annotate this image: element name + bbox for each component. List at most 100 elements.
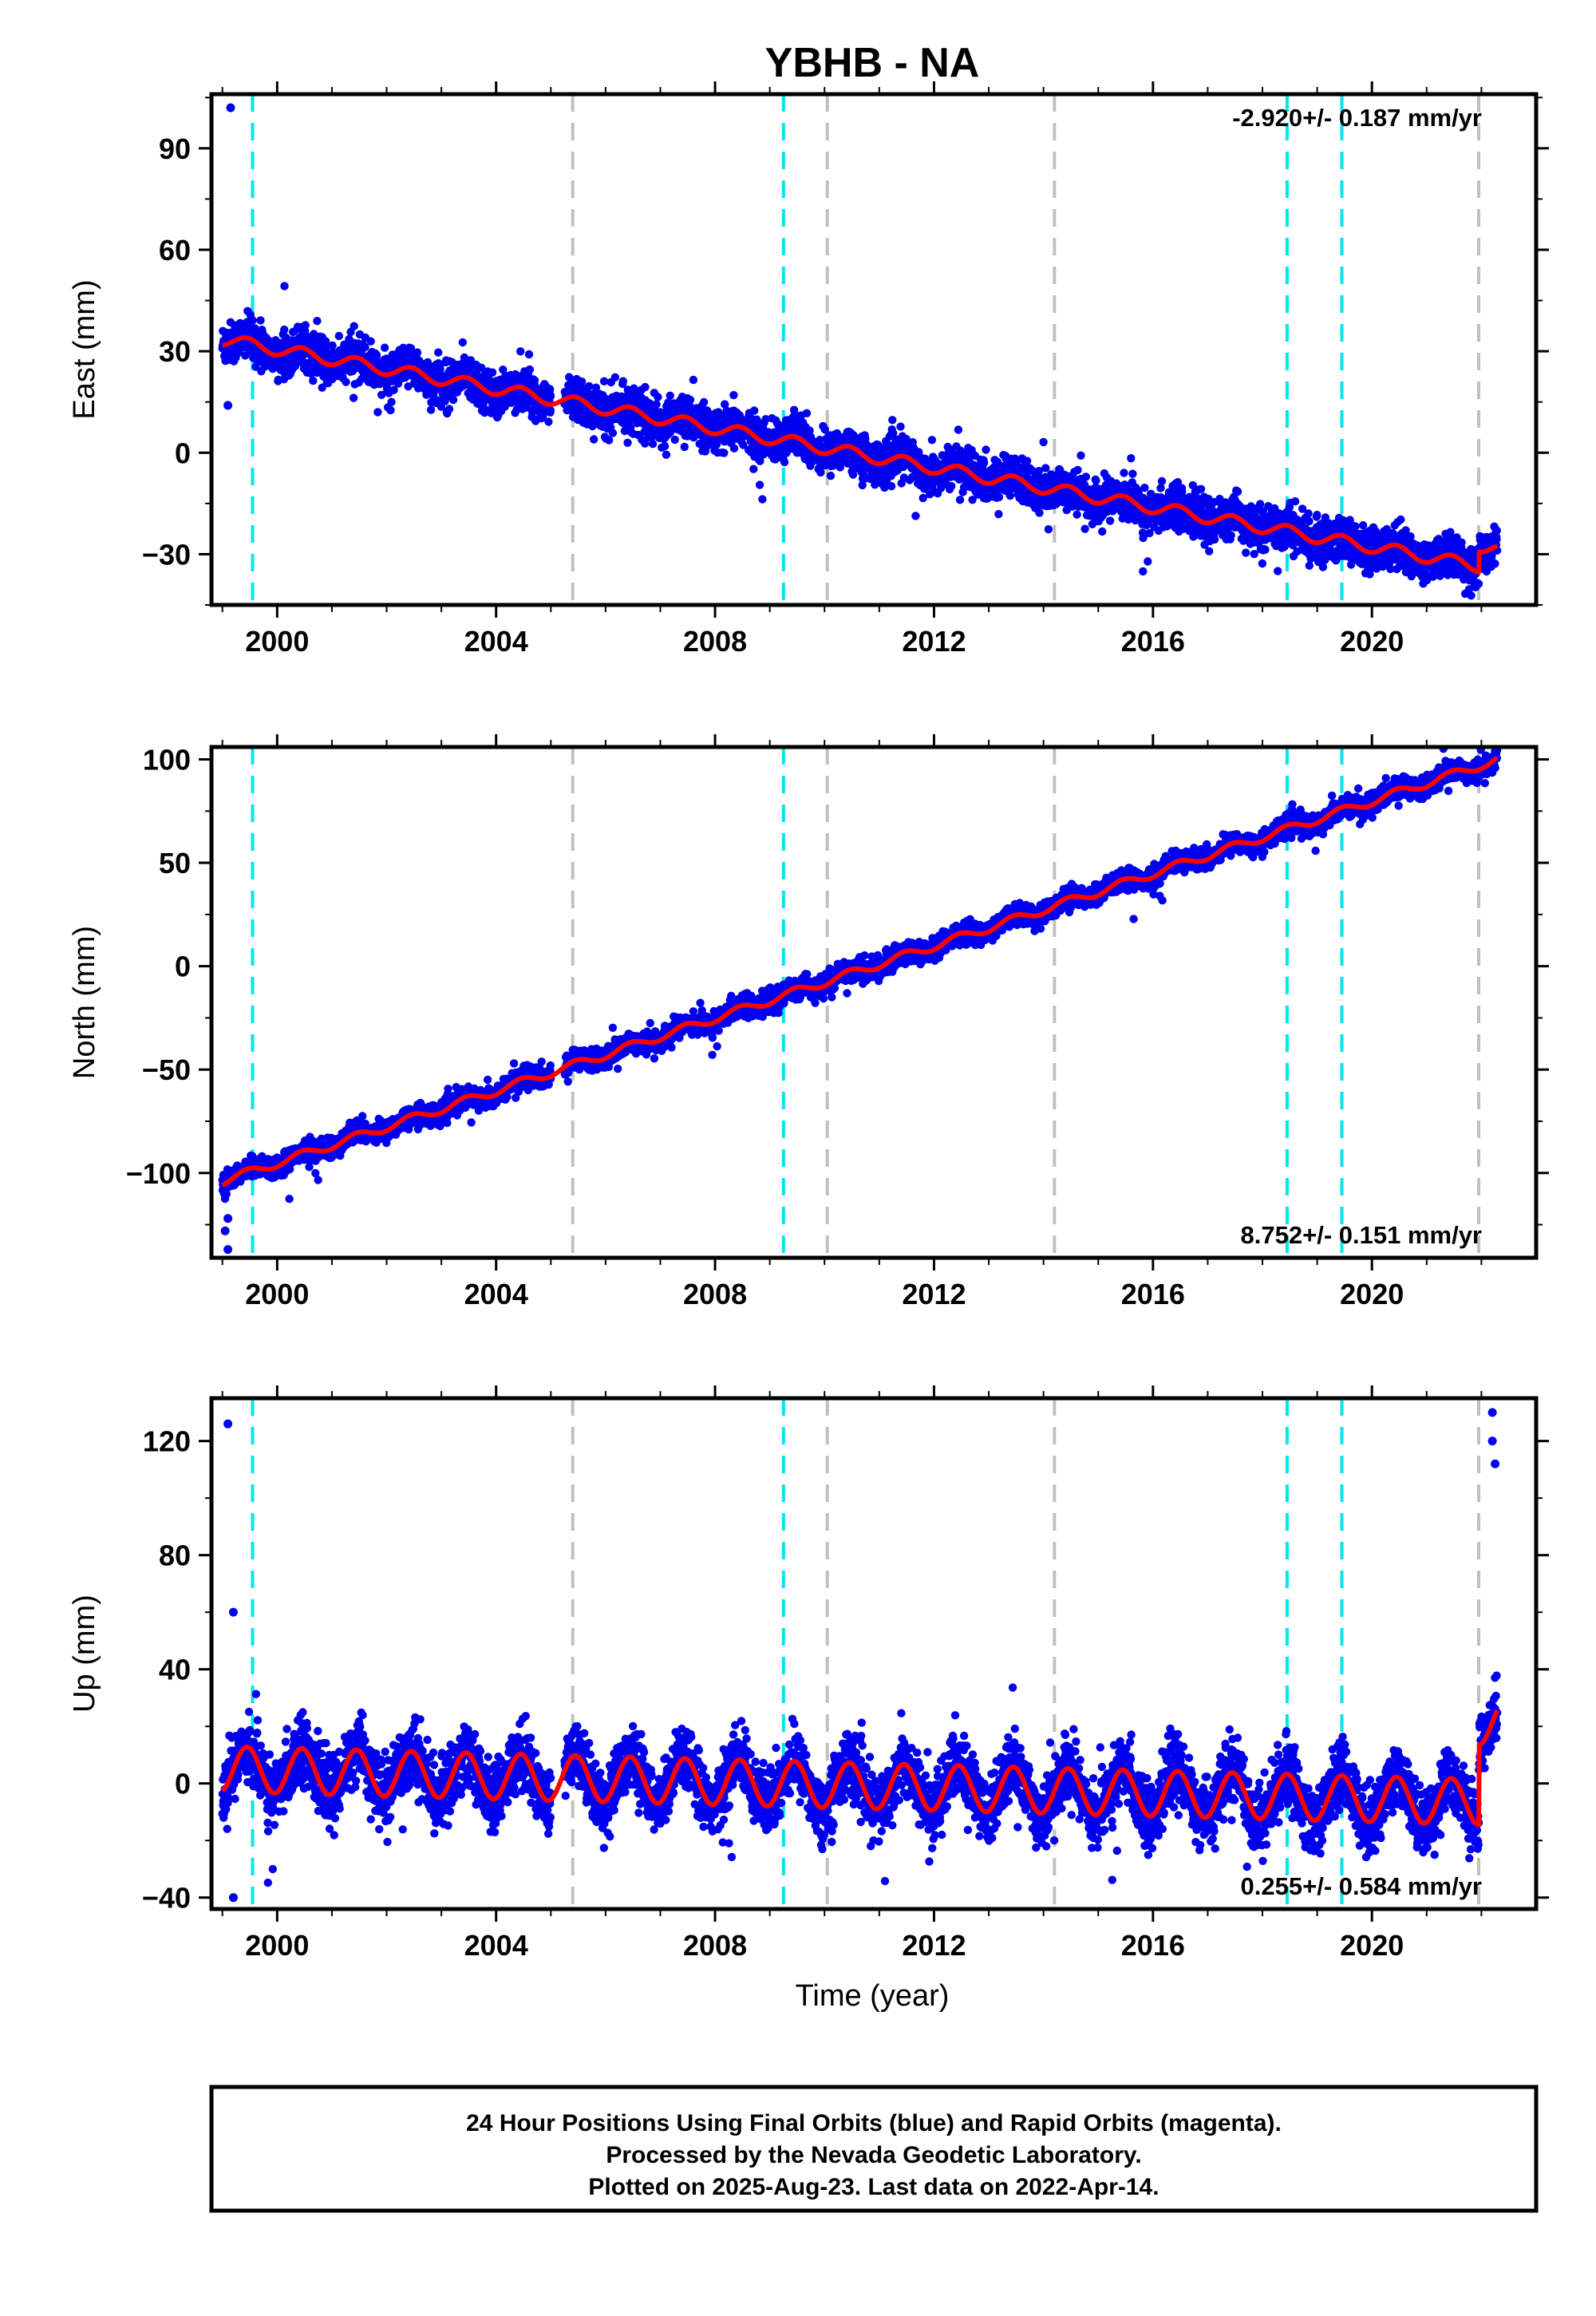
data-point: [1120, 468, 1128, 477]
data-point: [1140, 484, 1149, 492]
data-point: [488, 368, 497, 377]
data-point: [248, 316, 257, 325]
data-point: [654, 393, 662, 401]
data-point: [666, 391, 674, 400]
data-point: [618, 377, 627, 385]
data-point: [1205, 547, 1214, 555]
data-point: [328, 341, 337, 350]
data-point: [1290, 497, 1300, 506]
data-point: [577, 377, 587, 386]
data-point: [1227, 531, 1235, 539]
data-point: [848, 470, 858, 479]
data-point: [499, 366, 508, 374]
data-point: [393, 379, 403, 388]
data-point: [1196, 484, 1206, 493]
data-point: [546, 392, 555, 401]
data-point: [1005, 491, 1015, 500]
data-point: [685, 395, 695, 405]
data-point: [1304, 509, 1313, 518]
data-point: [689, 375, 698, 385]
data-point: [377, 390, 386, 399]
data-point: [1305, 561, 1314, 570]
data-point: [460, 353, 469, 362]
data-point: [911, 512, 920, 520]
data-point: [389, 385, 398, 394]
data-point: [380, 343, 389, 352]
data-point: [1105, 516, 1115, 525]
data-point: [947, 481, 956, 491]
data-point: [401, 373, 410, 382]
data-point: [1127, 454, 1136, 463]
data-point: [982, 445, 990, 454]
data-point: [780, 457, 789, 467]
data-point: [641, 382, 650, 392]
data-point: [994, 510, 1003, 519]
data-point: [712, 440, 721, 449]
data-point: [623, 438, 632, 447]
data-point: [604, 436, 614, 445]
data-point: [979, 458, 989, 467]
data-point: [1396, 515, 1405, 524]
data-point: [1157, 476, 1167, 486]
data-point: [805, 426, 814, 435]
data-point: [648, 440, 658, 449]
data-point: [251, 324, 259, 333]
data-point: [670, 435, 679, 445]
data-point: [1144, 557, 1152, 566]
data-point: [1092, 476, 1100, 485]
data-point: [749, 464, 758, 473]
data-point: [896, 422, 905, 431]
data-point: [477, 363, 486, 372]
data-point: [1035, 508, 1044, 517]
data-point: [1305, 517, 1314, 526]
data-point: [858, 480, 867, 490]
data-point: [1039, 437, 1048, 447]
data-point: [704, 408, 713, 417]
data-point: [927, 436, 937, 445]
data-point: [1128, 469, 1137, 478]
data-point: [816, 468, 825, 477]
data-point: [954, 425, 963, 434]
data-point: [342, 377, 350, 386]
data-point: [444, 405, 454, 413]
data-point: [372, 350, 381, 359]
data-point: [309, 376, 318, 385]
data-point: [1210, 535, 1219, 544]
data-point: [994, 492, 1004, 502]
data-point: [750, 406, 759, 415]
data-point: [387, 397, 396, 406]
data-point: [1318, 563, 1328, 571]
data-point: [525, 365, 535, 374]
data-point: [524, 350, 534, 359]
data-point: [720, 449, 729, 457]
data-point: [280, 282, 289, 290]
data-point: [714, 408, 723, 417]
plot-area: [218, 94, 1502, 605]
data-point: [366, 337, 375, 346]
data-point: [434, 348, 443, 357]
data-point: [755, 480, 764, 489]
data-point: [426, 405, 436, 414]
chart-title: YBHB - NA: [765, 40, 980, 86]
data-point: [1041, 464, 1050, 472]
data-point: [349, 393, 358, 402]
data-point: [641, 439, 650, 448]
data-point: [361, 342, 369, 352]
data-point: [406, 344, 416, 353]
data-point: [530, 376, 539, 385]
data-point: [758, 495, 767, 504]
data-point: [1233, 487, 1242, 496]
data-point: [699, 397, 709, 407]
data-point: [301, 321, 310, 330]
data-point: [761, 415, 770, 424]
data-point: [1073, 510, 1081, 519]
data-point: [756, 456, 764, 465]
data-point: [859, 474, 869, 484]
data-point: [1313, 511, 1321, 520]
data-point: [739, 441, 748, 449]
data-points: [218, 103, 1502, 600]
data-point: [1077, 451, 1085, 460]
data-point: [1081, 472, 1091, 481]
